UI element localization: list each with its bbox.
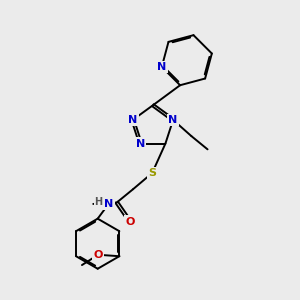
Text: N: N — [169, 115, 178, 125]
Text: S: S — [148, 168, 156, 178]
Text: N: N — [104, 199, 113, 209]
Text: N: N — [128, 115, 137, 125]
Text: O: O — [125, 217, 135, 226]
Text: N: N — [157, 62, 167, 72]
Text: H: H — [94, 196, 103, 207]
Text: N: N — [136, 139, 145, 148]
Text: O: O — [94, 250, 103, 260]
